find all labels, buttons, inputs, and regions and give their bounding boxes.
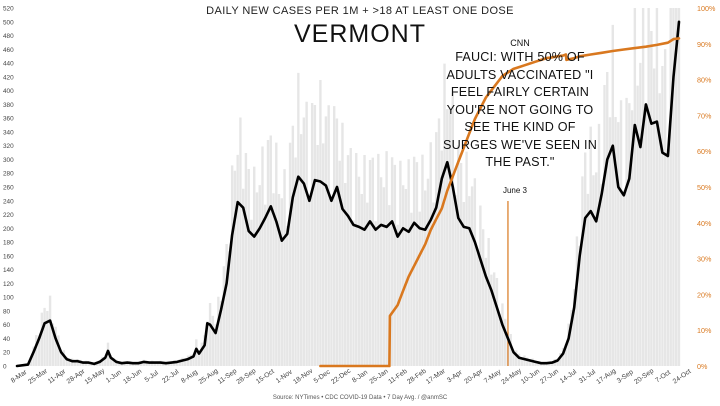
x-tick-label: 10-Jun [520,368,541,386]
series-line-vaccination-rate [319,37,681,368]
y-tick-label-left: 500 [3,19,14,26]
x-tick-label: 28-Apr [66,368,87,386]
y-tick-label-left: 520 [3,6,14,13]
annotation-source: CNN [510,38,530,48]
x-tick-label: 11-Feb [387,368,408,386]
y-tick-label-left: 440 [3,61,14,68]
y-tick-label-left: 20 [3,350,11,357]
x-tick-label: 25-Mar [27,367,49,386]
y-tick-label-left: 260 [3,185,14,192]
quote-annotation: CNN FAUCI: WITH 50% OF ADULTS VACCINATED… [440,38,600,172]
x-tick-label: 22-Jul [161,368,181,385]
y-tick-label-left: 360 [3,116,14,123]
chart-subtitle: VERMONT [294,20,426,48]
x-tick-label: 27-Jun [539,368,560,386]
x-tick-label: 17-Aug [595,367,617,385]
y-tick-label-right: 50% [697,183,712,192]
x-tick-label: 11-Sep [217,368,239,386]
x-tick-label: 24-May [500,367,523,386]
x-tick-label: 7-Oct [654,369,672,384]
y-tick-label-right: 60% [697,147,712,156]
x-tick-label: 14-Jul [559,368,579,385]
y-tick-label-left: 120 [3,281,14,288]
chart-title: DAILY NEW CASES PER 1M + >18 AT LEAST ON… [206,5,514,17]
x-tick-label: 8-Mar [10,368,29,384]
y-tick-label-left: 40 [3,336,11,343]
x-tick-label: 28-Feb [406,368,428,386]
x-tick-label: 5-Dec [313,368,332,384]
x-tick-label: 8-Aug [180,369,199,385]
x-tick-label: 8-Jan [351,369,369,385]
x-tick-label: 1-Nov [275,368,294,384]
x-tick-label: 5-Jul [144,369,160,383]
y-tick-label-right: 70% [697,111,712,120]
x-tick-label: 31-Jul [578,368,598,385]
y-tick-label-right: 30% [697,255,712,264]
x-tick-label: 15-Oct [255,368,276,385]
y-tick-label-right: 40% [697,219,712,228]
x-tick-label: 18-Jun [122,368,143,386]
y-tick-label-left: 380 [3,102,14,109]
x-tick-label: 25-Aug [198,367,220,385]
y-tick-label-left: 140 [3,267,14,274]
x-tick-label: 17-Mar [425,367,447,386]
y-tick-label-right: 20% [697,290,712,299]
x-tick-label: 3-Apr [446,369,464,385]
y-tick-label-left: 480 [3,33,14,40]
y-tick-label-left: 280 [3,171,14,178]
series-line-daily-cases [15,20,681,368]
y-tick-label-left: 300 [3,157,14,164]
reference-date-label: June 3 [502,186,528,195]
y-tick-label-left: 220 [3,212,14,219]
y-tick-label-right: 90% [697,40,712,49]
y-tick-label-left: 240 [3,198,14,205]
y-tick-label-right: 10% [697,326,712,335]
x-tick-label: 24-Oct [672,368,693,385]
y-tick-label-left: 460 [3,47,14,54]
y-tick-label-left: 180 [3,240,14,247]
y-tick-label-left: 100 [3,295,14,302]
x-tick-label: 3-Sep [616,369,635,385]
x-tick-label: 18-Nov [292,367,314,386]
y-tick-label-right: 0% [697,362,708,371]
x-tick-label: 20-Sep [633,367,655,385]
x-tick-label: 28-Sep [235,367,257,385]
y-tick-label-left: 340 [3,129,14,136]
y-tick-label-left: 400 [3,88,14,95]
x-tick-label: 15-May [84,367,107,386]
y-tick-label-left: 160 [3,253,14,260]
y-tick-label-right: 80% [697,76,712,85]
x-tick-label: 22-Dec [330,367,352,386]
y-tick-label-left: 80 [3,308,11,315]
y-tick-label-left: 420 [3,74,14,81]
x-tick-label: 1-Jun [105,369,123,385]
x-tick-label: 20-Apr [463,368,484,386]
source-credit: Source: NYTimes • CDC COVID-19 Data • 7 … [272,395,448,401]
x-tick-label: 25-Jan [369,368,390,386]
y-tick-label-left: 320 [3,143,14,150]
y-tick-label-right: 100% [697,4,716,13]
x-tick-label: 11-Apr [47,368,68,386]
x-tick-label: 7-May [483,368,503,385]
annotation-quote: FAUCI: WITH 50% OF ADULTS VACCINATED "I … [442,50,598,169]
y-tick-label-left: 60 [3,322,11,329]
y-tick-label-left: 200 [3,226,14,233]
y-tick-label-left: 0 [3,364,7,371]
